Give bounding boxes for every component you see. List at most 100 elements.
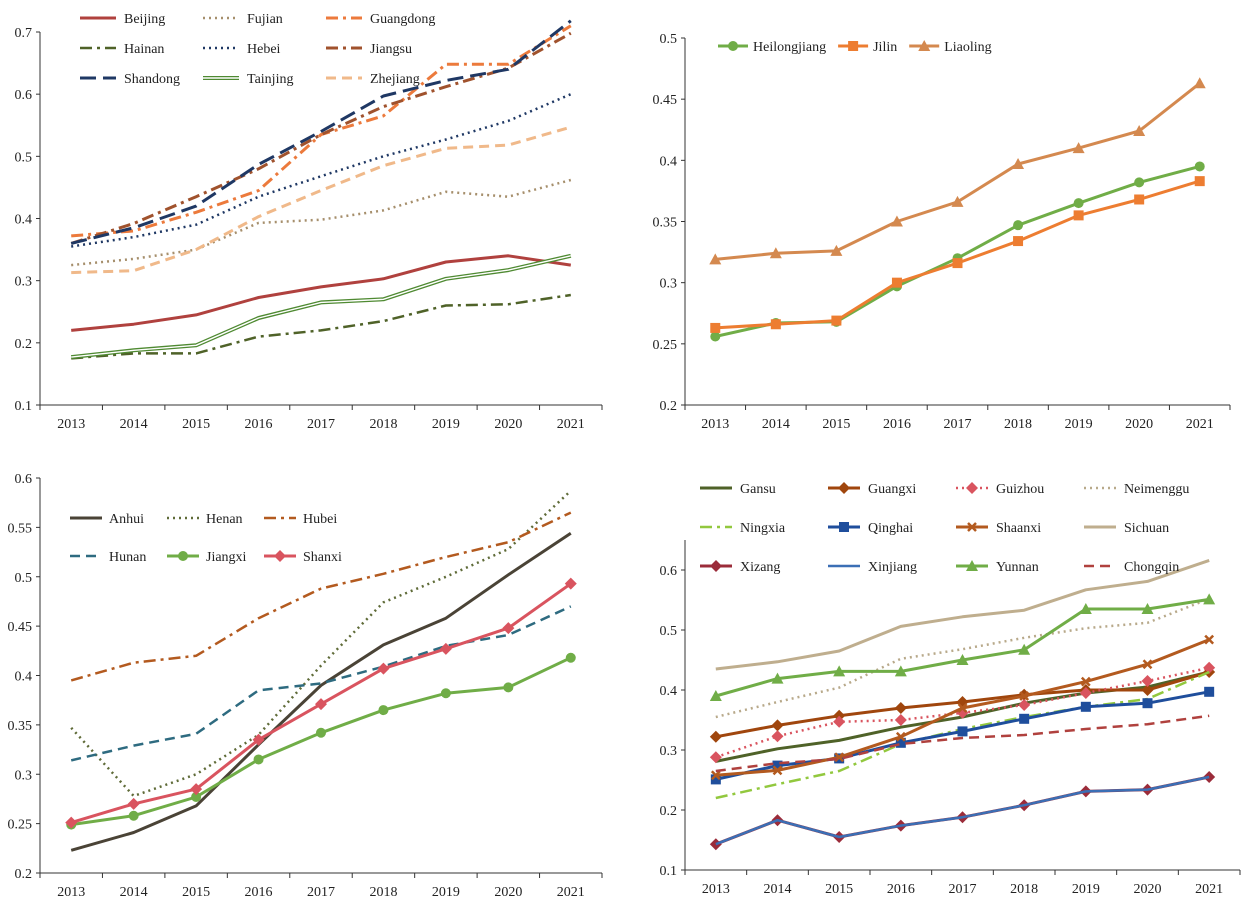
data-point-jilin <box>952 258 963 269</box>
series-shandong <box>70 19 572 245</box>
series-beijing <box>71 254 572 332</box>
data-point-shanxi <box>377 662 390 675</box>
legend-swatch-shanxi-marker <box>274 550 286 562</box>
legend: Gansu Guangxi Guizhou Neimenggu Ningxia Qingh… <box>700 482 1189 575</box>
y-tick-label: 0.7 <box>15 26 33 41</box>
data-point-guizhou <box>833 715 846 728</box>
legend-item-guangxi: Guangxi <box>828 482 916 497</box>
legend-label: Zhejiang <box>370 72 420 87</box>
y-tick-label: 0.25 <box>8 818 33 833</box>
data-point-heilongjiang <box>710 331 721 342</box>
x-tick-label: 2017 <box>944 417 972 432</box>
legend-item-guangdong: Guangdong <box>326 12 435 27</box>
legend-label: Neimenggu <box>1124 482 1189 497</box>
x-tick-label: 2016 <box>245 417 273 432</box>
series-shaanxi <box>710 634 1215 781</box>
legend-swatch-qinghai-marker <box>839 522 849 532</box>
data-point-liaoling <box>1072 142 1085 154</box>
legend-label: Xinjiang <box>868 560 917 575</box>
series-line-hainan <box>71 293 571 360</box>
legend-item-qinghai: Qinghai <box>828 521 913 536</box>
legend-item-sichuan: Sichuan <box>1084 521 1169 536</box>
series-chongqin <box>715 714 1210 773</box>
series-line-fujian <box>71 178 572 267</box>
data-point-yunnan <box>956 654 969 665</box>
legend-swatch-guangxi-marker <box>838 482 850 494</box>
data-point-shanxi <box>564 577 577 590</box>
data-point-shaanxi <box>895 731 906 742</box>
legend-swatch-jilin-marker <box>848 41 859 51</box>
legend-item-shandong: Shandong <box>80 72 180 87</box>
legend-item-shaanxi: Shaanxi <box>956 521 1041 536</box>
legend-label: Jiangxi <box>206 550 247 565</box>
data-point-liaoling <box>830 244 843 256</box>
x-tick-label: 2017 <box>307 417 335 432</box>
data-point-jilin <box>891 277 902 288</box>
legend-item-jiangxi: Jiangxi <box>167 550 247 565</box>
y-tick-label: 0.45 <box>8 620 33 635</box>
y-tick-label: 0.55 <box>8 521 33 536</box>
data-point-jiangxi <box>316 727 326 738</box>
data-point-yunnan <box>1018 643 1031 655</box>
chart-panel-northeast: 0.2 0.25 0.3 0.35 0.4 0.45 0.5 2013 2014 2015 2016… <box>653 32 1231 432</box>
legend-item-zhejiang: Zhejiang <box>326 72 420 87</box>
data-point-shaanxi <box>1142 659 1153 670</box>
data-point-guizhou <box>1141 675 1154 687</box>
series-xinjiang <box>715 775 1210 846</box>
y-tick-label: 0.5 <box>660 32 678 47</box>
series-xizang <box>709 771 1216 851</box>
data-point-guizhou <box>1203 661 1216 674</box>
data-point-jiangxi <box>253 754 264 765</box>
data-point-shanxi <box>439 642 452 655</box>
x-tick-label: 2021 <box>1195 882 1223 897</box>
series-line-shandong <box>70 19 572 245</box>
data-point-jiangxi <box>191 791 202 802</box>
x-tick-label: 2020 <box>494 885 522 900</box>
data-point-jiangxi <box>565 652 576 663</box>
data-point-jiangxi <box>503 682 514 693</box>
legend-item-guizhou: Guizhou <box>956 482 1044 497</box>
legend-item-shanxi: Shanxi <box>264 550 342 565</box>
data-point-yunnan <box>771 672 784 684</box>
series-tainjing <box>70 253 572 360</box>
series-line-anhui <box>70 532 572 852</box>
x-tick-label: 2020 <box>1125 417 1153 432</box>
data-point-yunnan <box>1079 603 1092 614</box>
legend-item-tainjing: Tainjing <box>203 72 293 87</box>
series-jiangxi <box>66 652 576 830</box>
y-tick-label: 0.4 <box>15 670 33 685</box>
data-point-shanxi <box>252 733 265 746</box>
data-point-yunnan <box>1141 603 1154 614</box>
series-line-guangdong <box>71 24 572 238</box>
data-point-guangxi <box>771 719 784 732</box>
legend-item-hebei: Hebei <box>203 42 281 57</box>
x-tick-label: 2019 <box>432 885 460 900</box>
x-tick-label: 2020 <box>1134 882 1162 897</box>
data-point-guizhou <box>771 730 784 743</box>
series-guangdong <box>71 24 572 238</box>
data-point-yunnan <box>833 665 846 677</box>
series-jilin <box>710 176 1205 333</box>
legend-label: Shanxi <box>303 550 342 565</box>
data-point-guangxi <box>709 730 722 743</box>
series-line-hubei <box>70 511 572 682</box>
x-tick-label: 2014 <box>764 882 792 897</box>
legend-item-neimenggu: Neimenggu <box>1084 482 1189 497</box>
series-line-tainjing <box>70 253 572 360</box>
x-tick-label: 2021 <box>1186 417 1214 432</box>
data-point-liaoling <box>1133 124 1146 136</box>
series-sichuan <box>715 558 1210 671</box>
data-point-shaanxi <box>957 703 968 713</box>
series-line-sichuan <box>715 558 1210 671</box>
data-point-liaoling <box>951 195 964 207</box>
x-tick-label: 2014 <box>120 885 148 900</box>
x-tick-label: 2013 <box>702 882 730 897</box>
series-line-neimenggu <box>715 597 1210 719</box>
x-tick-label: 2015 <box>182 885 210 900</box>
series-liaoling <box>709 77 1206 265</box>
legend-swatch-shaanxi-marker <box>967 522 977 532</box>
x-tick-label: 2017 <box>949 882 977 897</box>
data-point-qinghai <box>772 760 783 771</box>
legend-item-ningxia: Ningxia <box>700 521 786 536</box>
data-point-jiangxi <box>440 688 451 699</box>
